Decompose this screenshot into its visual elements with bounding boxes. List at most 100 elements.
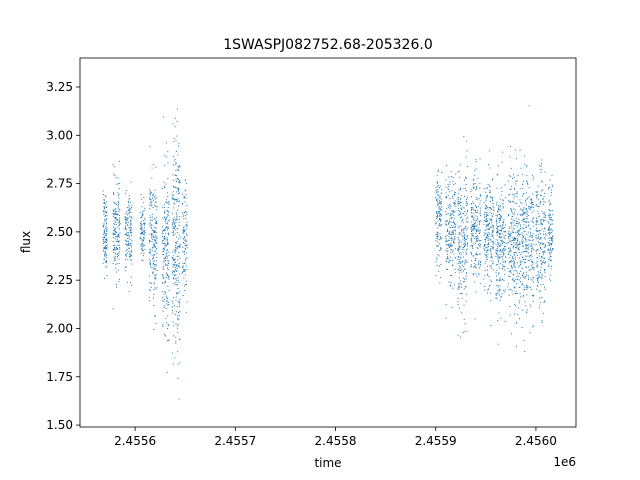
data-point xyxy=(497,242,499,244)
data-point xyxy=(537,264,539,266)
data-point xyxy=(448,231,450,233)
data-point xyxy=(186,211,188,213)
data-point xyxy=(166,264,168,266)
data-point xyxy=(521,202,523,204)
data-point xyxy=(156,270,158,272)
data-point xyxy=(142,240,144,242)
data-point xyxy=(543,247,545,249)
data-point xyxy=(153,243,155,245)
data-point xyxy=(167,260,169,262)
data-point xyxy=(509,234,511,236)
data-point xyxy=(527,183,529,185)
data-point xyxy=(114,255,116,257)
data-point xyxy=(141,232,143,234)
data-point xyxy=(152,194,154,196)
data-point xyxy=(473,184,475,186)
data-point xyxy=(528,277,530,279)
data-point xyxy=(516,180,518,182)
data-point xyxy=(498,245,500,247)
data-point xyxy=(463,304,465,306)
data-point xyxy=(532,204,534,206)
data-point xyxy=(154,278,156,280)
data-point xyxy=(113,201,115,203)
data-point xyxy=(470,265,472,267)
data-point xyxy=(472,273,474,275)
data-point xyxy=(168,262,170,264)
data-point xyxy=(510,175,512,177)
data-point xyxy=(502,261,504,263)
data-point xyxy=(448,231,450,233)
data-point xyxy=(449,239,451,241)
data-point xyxy=(175,336,177,338)
data-point xyxy=(479,203,481,205)
data-point xyxy=(449,260,451,262)
data-point xyxy=(484,275,486,277)
data-point xyxy=(130,222,132,224)
data-point xyxy=(492,257,494,259)
data-point xyxy=(523,220,525,222)
data-point xyxy=(525,251,527,253)
data-point xyxy=(512,279,514,281)
data-point xyxy=(168,275,170,277)
data-point xyxy=(126,244,128,246)
data-point xyxy=(113,210,115,212)
data-point xyxy=(119,160,121,162)
data-point xyxy=(186,257,188,259)
data-point xyxy=(177,181,179,183)
data-point xyxy=(130,216,132,218)
data-point xyxy=(117,202,119,204)
data-point xyxy=(128,247,130,249)
data-point xyxy=(162,326,164,328)
data-point xyxy=(162,240,164,242)
data-point xyxy=(461,235,463,237)
data-point xyxy=(167,234,169,236)
data-point xyxy=(152,263,154,265)
data-point xyxy=(532,235,534,237)
data-point xyxy=(529,228,531,229)
data-point xyxy=(544,271,546,273)
data-point xyxy=(478,245,480,247)
data-point xyxy=(496,174,498,176)
data-point xyxy=(125,255,127,257)
data-point xyxy=(498,233,500,235)
data-point xyxy=(437,203,439,205)
data-point xyxy=(162,187,164,189)
data-point xyxy=(131,255,133,257)
data-point xyxy=(511,226,513,228)
data-point xyxy=(486,205,488,207)
data-point xyxy=(183,227,185,229)
data-point xyxy=(173,186,175,188)
data-point xyxy=(182,250,184,252)
data-point xyxy=(497,259,499,261)
data-point xyxy=(537,206,539,208)
data-point xyxy=(513,274,515,276)
data-point xyxy=(476,218,478,220)
data-point xyxy=(105,235,107,237)
data-point xyxy=(522,236,524,238)
data-point xyxy=(476,252,478,254)
data-point xyxy=(184,229,186,231)
data-point xyxy=(113,192,115,194)
data-point xyxy=(102,225,104,227)
data-point xyxy=(520,228,522,230)
data-point xyxy=(488,223,490,225)
data-point xyxy=(478,230,479,232)
data-point xyxy=(459,187,461,189)
data-point xyxy=(501,161,503,163)
data-point xyxy=(450,285,452,287)
data-point xyxy=(178,189,179,191)
data-point xyxy=(152,193,154,195)
data-point xyxy=(184,237,186,239)
data-point xyxy=(525,208,527,210)
data-point xyxy=(510,250,512,252)
data-point xyxy=(521,214,523,216)
data-point xyxy=(436,233,438,235)
data-point xyxy=(548,244,550,246)
data-point xyxy=(475,159,477,161)
data-point xyxy=(460,241,462,243)
data-point xyxy=(172,198,174,200)
data-point xyxy=(449,221,451,223)
data-point xyxy=(184,239,186,241)
data-point xyxy=(539,230,541,232)
data-point xyxy=(491,215,493,217)
